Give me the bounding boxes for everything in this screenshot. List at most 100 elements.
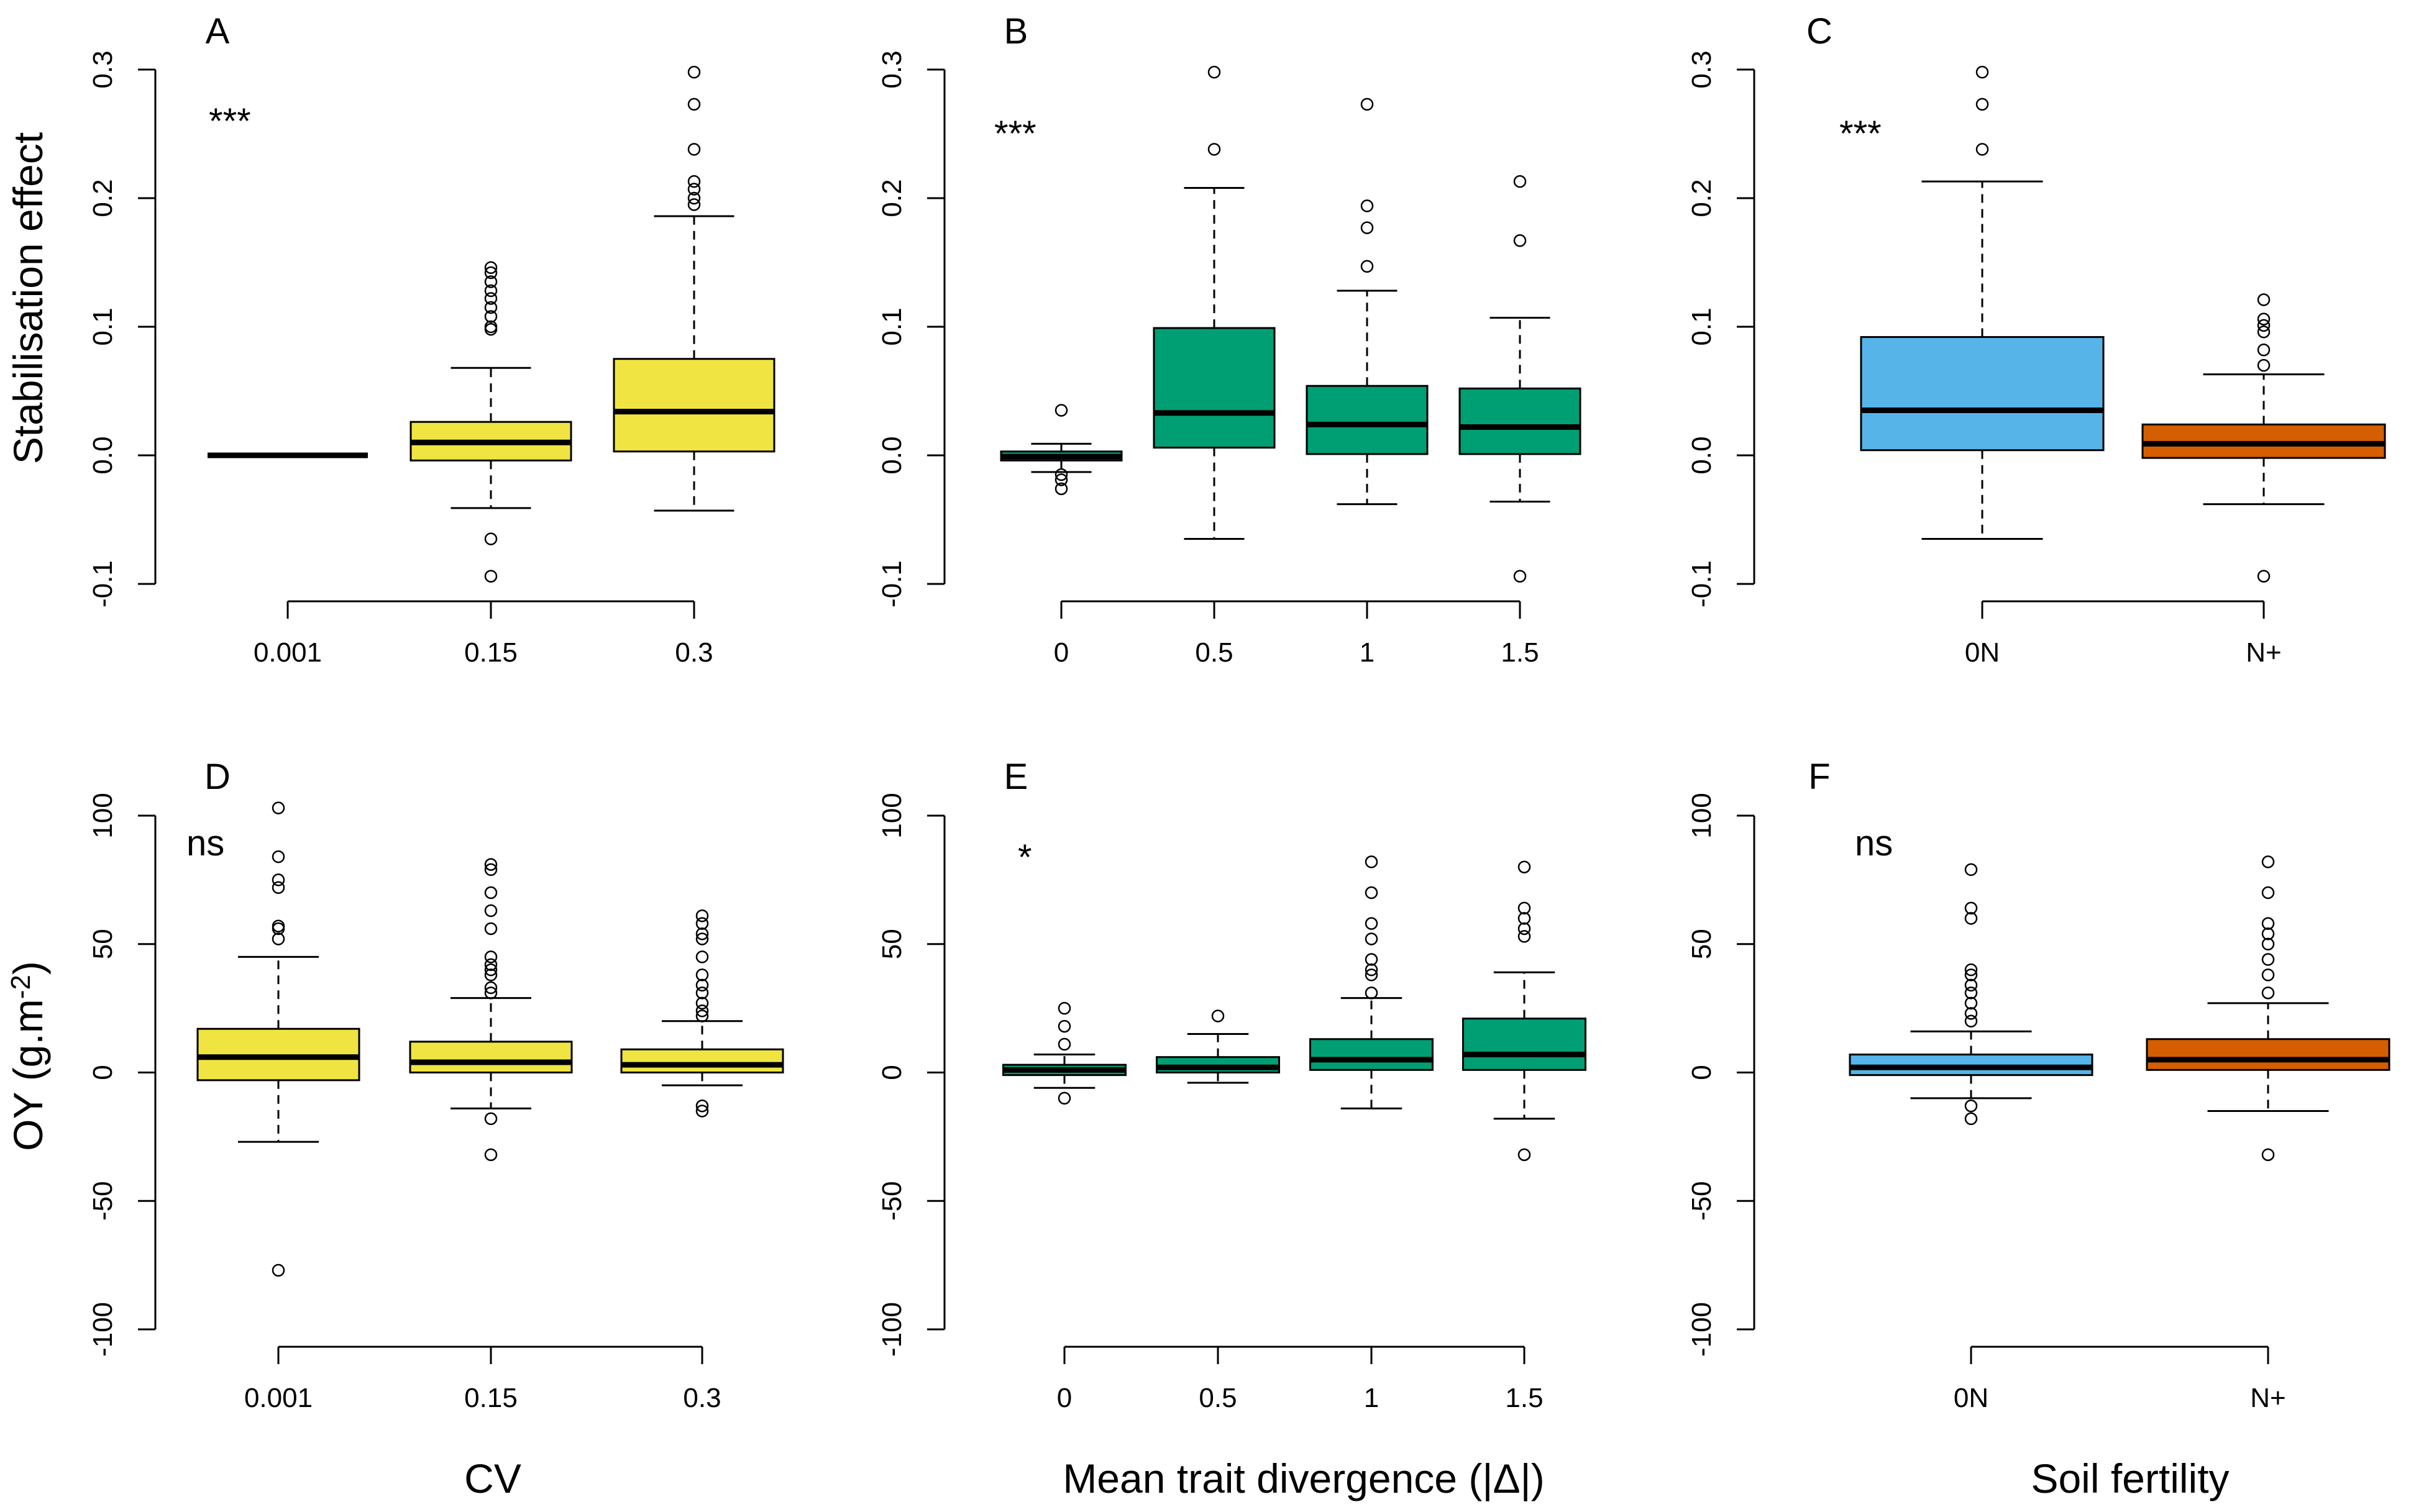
- y-tick-label: 0.1: [88, 307, 118, 345]
- outlier-point: [1058, 1037, 1071, 1051]
- outlier-point: [687, 143, 701, 156]
- y-tick-label: 0.2: [1686, 179, 1717, 217]
- outlier-point: [695, 1009, 709, 1022]
- x-tick-label: 0: [1057, 1383, 1072, 1413]
- outlier-point: [1964, 912, 1978, 925]
- iqr-box: [1153, 327, 1276, 449]
- x-tick-label: 0.3: [675, 637, 713, 668]
- box-0.15: [409, 261, 572, 583]
- outlier-point: [272, 873, 285, 886]
- box-0: [1002, 1001, 1127, 1105]
- outlier-point: [1513, 570, 1527, 583]
- outlier-point: [1058, 1001, 1071, 1015]
- outlier-point: [687, 175, 701, 188]
- outlier-point: [695, 1004, 709, 1018]
- x-title-cv: CV: [464, 1455, 521, 1501]
- box-0.3: [620, 909, 784, 1118]
- outlier-point: [2261, 927, 2275, 940]
- x-tick-label: 1: [1364, 1383, 1379, 1413]
- outlier-point: [484, 322, 498, 336]
- y-tick-label: -50: [877, 1181, 907, 1221]
- outlier-point: [2261, 968, 2275, 981]
- outlier-point: [484, 532, 498, 545]
- box-1: [1306, 98, 1429, 506]
- outlier-point: [1365, 963, 1378, 977]
- y-tick-label: -0.1: [1686, 560, 1717, 608]
- outlier-point: [484, 863, 498, 877]
- y-tick-label: 50: [877, 929, 907, 959]
- outlier-point: [1964, 963, 1978, 977]
- x-tick-label: N+: [2250, 1383, 2285, 1413]
- box-0.5: [1153, 65, 1276, 540]
- iqr-box: [1462, 1018, 1586, 1071]
- box-0.3: [613, 65, 775, 512]
- outlier-point: [2261, 917, 2275, 930]
- y-tick-label: -50: [88, 1181, 118, 1221]
- y-tick-label: -0.1: [88, 560, 118, 608]
- panel-letter: A: [206, 11, 230, 52]
- outlier-point: [2257, 344, 2271, 357]
- outlier-point: [1513, 234, 1527, 247]
- y-title-stabilisation: Stabilisation effect: [5, 132, 51, 464]
- y-tick-label: 100: [877, 793, 907, 838]
- outlier-point: [484, 266, 498, 280]
- outlier-point: [2261, 986, 2275, 1000]
- outlier-point: [1055, 482, 1068, 496]
- y-tick-label: 0.1: [877, 307, 907, 345]
- outlier-point: [1058, 1019, 1071, 1033]
- outlier-point: [484, 275, 498, 288]
- y-tick-label: 0: [88, 1065, 118, 1080]
- outlier-point: [272, 850, 285, 863]
- outlier-point: [1964, 1112, 1978, 1126]
- outlier-point: [484, 1112, 498, 1126]
- panel-f: -100 -50 0 50 100 0N N+ Fns: [1686, 757, 2390, 1413]
- outlier-point: [1975, 98, 1989, 111]
- y-tick-label: 0.0: [88, 436, 118, 474]
- outlier-point: [272, 801, 285, 814]
- x-tick-label: 0: [1054, 637, 1069, 668]
- outlier-point: [1513, 175, 1527, 188]
- outlier-point: [687, 65, 701, 79]
- outlier-point: [272, 932, 285, 945]
- outlier-point: [1964, 978, 1978, 992]
- iqr-box: [2146, 1038, 2390, 1071]
- outlier-point: [1975, 143, 1989, 156]
- outlier-point: [2257, 312, 2271, 326]
- y-title-oy-main: OY (g.m: [5, 999, 51, 1151]
- outlier-point: [272, 1264, 285, 1277]
- outlier-point: [1964, 1014, 1978, 1028]
- outlier-point: [1964, 986, 1978, 1000]
- y-tick-label: 50: [88, 929, 118, 959]
- outlier-point: [1055, 468, 1068, 481]
- iqr-box: [620, 1048, 784, 1074]
- outlier-point: [2261, 855, 2275, 868]
- panel-d: -100 -50 0 50 100 0.001 0.15 0.3 Dns: [88, 757, 784, 1413]
- outlier-point: [2257, 570, 2271, 583]
- outlier-point: [1360, 98, 1374, 111]
- outlier-point: [1365, 986, 1378, 1000]
- outlier-point: [1365, 886, 1378, 899]
- box-0.001: [196, 801, 360, 1277]
- iqr-box: [409, 1041, 573, 1074]
- outlier-point: [484, 284, 498, 298]
- outlier-point: [484, 904, 498, 918]
- iqr-box: [1309, 1038, 1434, 1071]
- outlier-point: [1207, 143, 1221, 156]
- box-N+: [2141, 293, 2386, 583]
- outlier-point: [2261, 886, 2275, 899]
- x-title-soil-fertility: Soil fertility: [2031, 1455, 2229, 1501]
- outlier-point: [1365, 932, 1378, 945]
- outlier-point: [1964, 1007, 1978, 1020]
- outlier-point: [1360, 221, 1374, 234]
- box-N+: [2146, 855, 2390, 1162]
- outlier-point: [695, 1100, 709, 1113]
- outlier-point: [2257, 326, 2271, 339]
- outlier-point: [484, 886, 498, 899]
- outlier-point: [1055, 404, 1068, 417]
- outlier-point: [1211, 1009, 1225, 1022]
- panel-letter: F: [1808, 757, 1830, 797]
- iqr-box: [1458, 387, 1581, 455]
- x-tick-label: 0N: [1965, 637, 2000, 668]
- outlier-point: [484, 922, 498, 936]
- panel-e: -100 -50 0 50 100 0 0.5 1 1.5 E *: [877, 757, 1586, 1413]
